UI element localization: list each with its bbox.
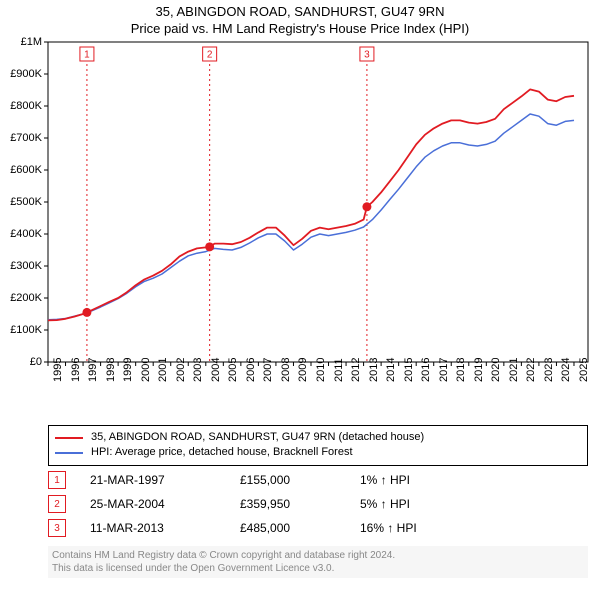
sales-table: 1 21-MAR-1997£155,0001% ↑ HPI 2 25-MAR-2004…	[48, 468, 588, 540]
sale-marker-box: 1	[48, 471, 66, 489]
sale-hpi: 5% ↑ HPI	[360, 497, 588, 511]
y-tick-label: £700K	[2, 132, 42, 144]
y-tick-label: £900K	[2, 68, 42, 80]
chart-plot: 1 2 3	[48, 42, 588, 362]
legend-swatch	[55, 452, 83, 454]
y-tick-label: £600K	[2, 164, 42, 176]
sale-row: 3 11-MAR-2013£485,00016% ↑ HPI	[48, 516, 588, 540]
legend-item: 35, ABINGDON ROAD, SANDHURST, GU47 9RN (…	[55, 430, 581, 445]
svg-text:2: 2	[207, 50, 213, 61]
sale-hpi: 16% ↑ HPI	[360, 521, 588, 535]
chart-title: 35, ABINGDON ROAD, SANDHURST, GU47 9RN	[0, 0, 600, 21]
y-tick-label: £1M	[2, 36, 42, 48]
y-tick-label: £100K	[2, 324, 42, 336]
sale-date: 21-MAR-1997	[90, 473, 240, 487]
sale-row: 2 25-MAR-2004£359,9505% ↑ HPI	[48, 492, 588, 516]
sale-date: 11-MAR-2013	[90, 521, 240, 535]
sale-marker-box: 3	[48, 519, 66, 537]
legend-swatch	[55, 437, 83, 439]
sale-price: £359,950	[240, 497, 360, 511]
sale-price: £485,000	[240, 521, 360, 535]
sale-hpi: 1% ↑ HPI	[360, 473, 588, 487]
sale-price: £155,000	[240, 473, 360, 487]
chart-area: £0 £100K £200K £300K £400K £500K £600K £700K £80…	[0, 42, 600, 424]
svg-text:3: 3	[364, 50, 370, 61]
y-tick-label: £200K	[2, 292, 42, 304]
chart-subtitle: Price paid vs. HM Land Registry's House …	[0, 21, 600, 38]
footer-attribution: Contains HM Land Registry data © Crown c…	[48, 546, 588, 578]
legend-label: HPI: Average price, detached house, Brac…	[91, 445, 353, 460]
y-tick-label: £800K	[2, 100, 42, 112]
footer-line2: This data is licensed under the Open Gov…	[52, 562, 584, 575]
legend-label: 35, ABINGDON ROAD, SANDHURST, GU47 9RN (…	[91, 430, 424, 445]
sale-row: 1 21-MAR-1997£155,0001% ↑ HPI	[48, 468, 588, 492]
y-tick-label: £400K	[2, 228, 42, 240]
sale-date: 25-MAR-2004	[90, 497, 240, 511]
legend-item: HPI: Average price, detached house, Brac…	[55, 445, 581, 460]
svg-text:1: 1	[84, 50, 90, 61]
sale-marker-box: 2	[48, 495, 66, 513]
y-tick-label: £300K	[2, 260, 42, 272]
y-tick-label: £500K	[2, 196, 42, 208]
y-tick-label: £0	[2, 356, 42, 368]
legend: 35, ABINGDON ROAD, SANDHURST, GU47 9RN (…	[48, 425, 588, 466]
footer-line1: Contains HM Land Registry data © Crown c…	[52, 549, 584, 562]
